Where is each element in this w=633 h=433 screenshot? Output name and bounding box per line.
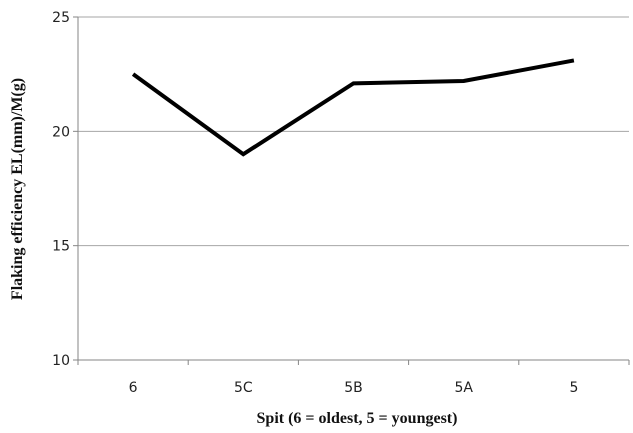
x-tick-labels: 6 5C 5B 5A 5	[129, 380, 579, 396]
y-tick-label: 20	[52, 124, 70, 140]
gridlines	[78, 16, 629, 247]
x-tick-label: 6	[129, 380, 138, 396]
x-tick-label: 5C	[234, 380, 253, 396]
y-tick-label: 10	[52, 353, 70, 369]
y-tick-labels: 10 15 20 25	[52, 10, 70, 369]
x-tick-label: 5A	[454, 380, 473, 396]
axes	[73, 16, 630, 365]
y-tick-label: 25	[52, 10, 70, 26]
x-tick-label: 5B	[344, 380, 363, 396]
series-line	[131, 58, 575, 157]
y-axis-title: Flaking efficiency EL(mm)/M(g)	[9, 78, 26, 300]
x-axis-title: Spit (6 = oldest, 5 = youngest)	[257, 410, 458, 427]
y-tick-label: 15	[52, 239, 70, 255]
x-tick-label: 5	[569, 380, 578, 396]
series-group	[131, 58, 575, 157]
